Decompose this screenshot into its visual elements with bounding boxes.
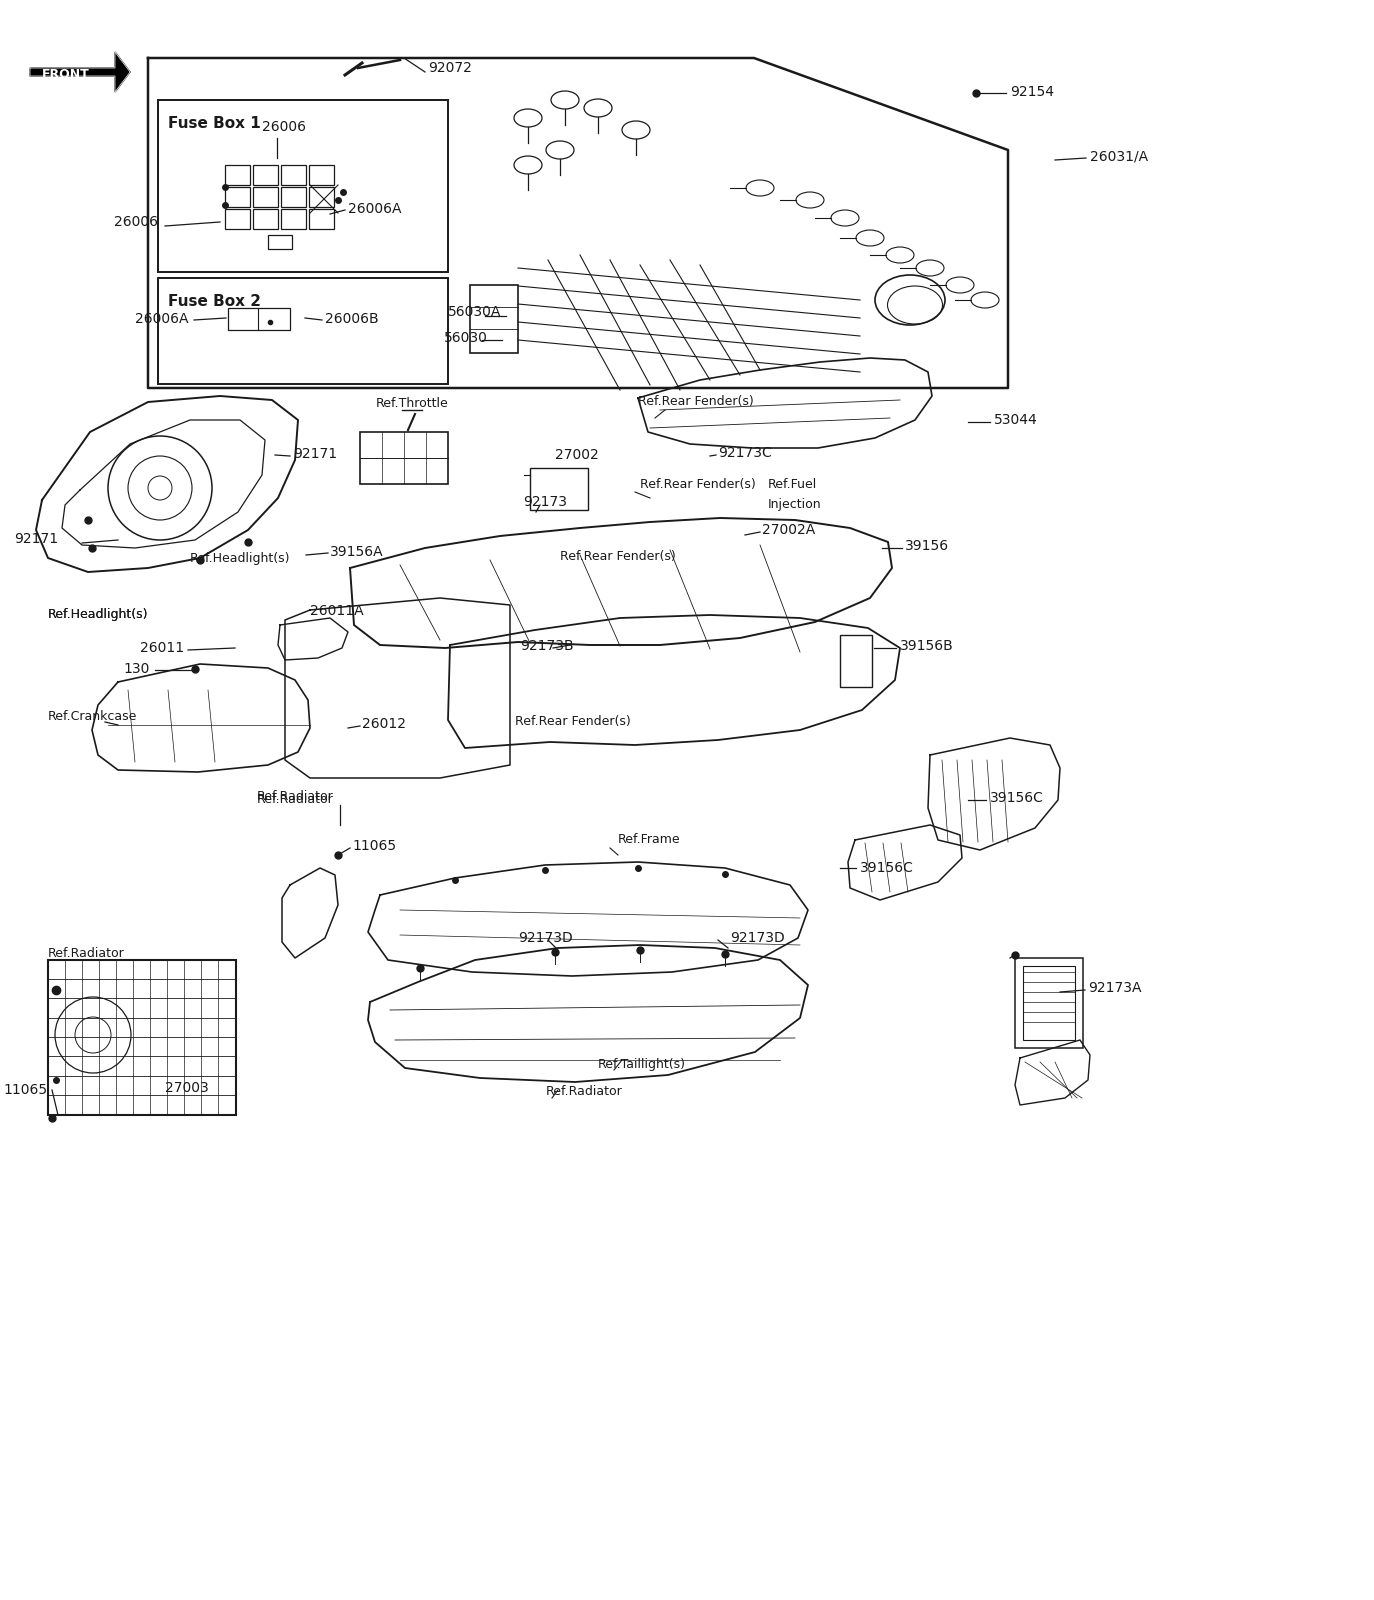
- Text: 130: 130: [124, 662, 150, 675]
- Text: 92173C: 92173C: [719, 446, 772, 461]
- Text: Ref.Throttle: Ref.Throttle: [375, 397, 448, 410]
- Bar: [1024, 966, 1074, 1040]
- Text: Ref.Rear Fender(s): Ref.Rear Fender(s): [561, 550, 676, 563]
- Text: Ref.Headlight(s): Ref.Headlight(s): [48, 608, 148, 621]
- Text: 39156C: 39156C: [991, 790, 1044, 805]
- Text: 92173A: 92173A: [1088, 981, 1142, 995]
- Text: 27002A: 27002A: [763, 523, 815, 538]
- Text: Ref.Crankcase: Ref.Crankcase: [48, 710, 137, 723]
- Bar: [253, 187, 278, 206]
- Text: Ref.Rear Fender(s): Ref.Rear Fender(s): [515, 715, 631, 728]
- Text: 92173B: 92173B: [519, 638, 573, 653]
- Text: Ref.Headlight(s): Ref.Headlight(s): [190, 552, 290, 565]
- Text: Ref.Fuel: Ref.Fuel: [768, 478, 818, 491]
- Bar: [309, 210, 334, 229]
- Text: Ref.Radiator: Ref.Radiator: [545, 1085, 622, 1098]
- Bar: [1015, 958, 1083, 1048]
- Text: 92154: 92154: [1010, 85, 1054, 99]
- Bar: [253, 165, 278, 186]
- Text: 92173D: 92173D: [518, 931, 573, 946]
- Text: 26006B: 26006B: [326, 312, 379, 326]
- Bar: [158, 99, 448, 272]
- Text: 39156B: 39156B: [900, 638, 954, 653]
- Text: Ref.Taillight(s): Ref.Taillight(s): [598, 1058, 686, 1070]
- Bar: [282, 165, 306, 186]
- Text: 11065: 11065: [352, 838, 396, 853]
- Text: 26006: 26006: [114, 214, 158, 229]
- Text: 56030A: 56030A: [448, 306, 502, 318]
- Text: 11065: 11065: [4, 1083, 48, 1098]
- Text: Fuse Box 2: Fuse Box 2: [168, 294, 261, 309]
- Text: 27003: 27003: [165, 1082, 209, 1094]
- Bar: [225, 165, 250, 186]
- Text: 92171: 92171: [14, 531, 58, 546]
- Text: 92173: 92173: [523, 494, 567, 509]
- Bar: [228, 307, 290, 330]
- Bar: [309, 165, 334, 186]
- Text: Ref.Rear Fender(s): Ref.Rear Fender(s): [638, 395, 754, 408]
- Text: 26031/A: 26031/A: [1090, 150, 1149, 165]
- Bar: [840, 635, 872, 686]
- Text: 26011: 26011: [140, 642, 184, 654]
- Bar: [470, 285, 518, 354]
- Bar: [360, 432, 448, 483]
- Text: 53044: 53044: [993, 413, 1037, 427]
- Bar: [282, 187, 306, 206]
- Text: Fuse Box 1: Fuse Box 1: [168, 117, 261, 131]
- Text: Ref.Headlight(s): Ref.Headlight(s): [48, 608, 148, 621]
- Text: Ref.Radiator: Ref.Radiator: [257, 794, 334, 806]
- Bar: [268, 235, 293, 250]
- Text: Ref.Radiator: Ref.Radiator: [257, 790, 334, 803]
- Text: 26012: 26012: [361, 717, 405, 731]
- Text: 39156A: 39156A: [330, 546, 383, 558]
- Bar: [530, 467, 588, 510]
- Text: 26006: 26006: [262, 120, 306, 134]
- Polygon shape: [30, 51, 131, 91]
- Text: Injection: Injection: [768, 498, 822, 510]
- Text: Ref.Radiator: Ref.Radiator: [48, 947, 125, 960]
- Bar: [253, 210, 278, 229]
- Bar: [282, 210, 306, 229]
- Text: 92171: 92171: [293, 446, 337, 461]
- Text: Ref.Rear Fender(s): Ref.Rear Fender(s): [640, 478, 756, 491]
- Text: 26006A: 26006A: [348, 202, 401, 216]
- Text: 26006A: 26006A: [135, 312, 188, 326]
- Text: FRONT: FRONT: [43, 67, 89, 80]
- Text: 56030: 56030: [444, 331, 488, 346]
- Bar: [158, 278, 448, 384]
- Text: 26011A: 26011A: [311, 603, 364, 618]
- Text: 39156C: 39156C: [860, 861, 914, 875]
- Bar: [225, 210, 250, 229]
- Text: 39156: 39156: [905, 539, 949, 554]
- Text: 92072: 92072: [427, 61, 471, 75]
- Text: Ref.Frame: Ref.Frame: [618, 834, 680, 846]
- Bar: [309, 187, 334, 206]
- Text: 92173D: 92173D: [730, 931, 785, 946]
- Bar: [225, 187, 250, 206]
- Text: 27002: 27002: [555, 448, 599, 462]
- Bar: [48, 960, 236, 1115]
